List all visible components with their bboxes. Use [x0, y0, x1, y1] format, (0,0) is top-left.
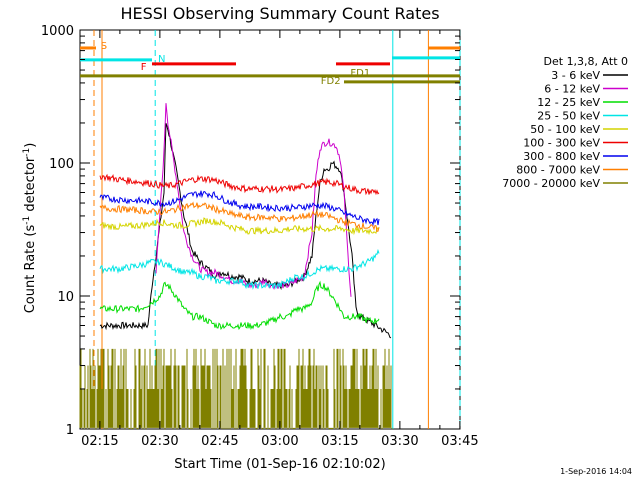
y-label-sup2: -1: [22, 148, 32, 157]
flag-label: S: [101, 41, 107, 52]
series-line: [99, 248, 380, 290]
y-label-part1: Count Rate (s: [23, 225, 38, 314]
x-tick-label: 03:30: [381, 434, 418, 449]
series-line: [99, 173, 380, 196]
y-ticks: 1 10 100 1000: [41, 24, 460, 438]
legend-label: 12 - 25 keV: [537, 96, 600, 109]
x-axis-label: Start Time (01-Sep-16 02:10:02): [174, 457, 385, 472]
chart-title: HESSI Observing Summary Count Rates: [120, 4, 439, 23]
flag-label: N: [158, 54, 165, 65]
y-label-part2: detector: [23, 156, 38, 216]
legend-label: 300 - 800 keV: [523, 150, 600, 163]
x-ticks: 02:15 02:30 02:45 03:00 03:15 03:30 03:45: [81, 30, 479, 449]
legend-label: 6 - 12 keV: [544, 83, 600, 96]
x-tick-label: 03:00: [261, 434, 298, 449]
series-line: [79, 348, 393, 429]
series-line: [99, 201, 380, 232]
y-tick-label: 100: [49, 157, 74, 172]
series-line: [99, 190, 380, 227]
x-tick-label: 02:30: [141, 434, 178, 449]
legend-label: 800 - 7000 keV: [516, 164, 600, 177]
flag-bars: S NF FD1 FD2: [80, 41, 460, 87]
series-group: [79, 103, 393, 429]
legend-label: 7000 - 20000 keV: [502, 177, 600, 190]
series-line: [99, 217, 380, 236]
flag-label: F: [141, 62, 147, 73]
y-label-sup1: -1: [22, 216, 32, 225]
x-tick-label: 02:15: [81, 434, 118, 449]
plot-frame: [79, 29, 461, 430]
timestamp: 1-Sep-2016 14:04: [560, 467, 632, 476]
x-tick-label: 02:45: [201, 434, 238, 449]
y-tick-label: 1: [66, 423, 74, 438]
legend-label: 25 - 50 keV: [537, 110, 600, 123]
legend-header: Det 1,3,8, Att 0: [544, 55, 628, 68]
legend-label: 3 - 6 keV: [551, 69, 600, 82]
legend-label: 50 - 100 keV: [530, 123, 600, 136]
series-line: [99, 280, 380, 331]
flag-label: FD1: [350, 68, 370, 79]
x-tick-label: 03:15: [321, 434, 358, 449]
y-tick-label: 1000: [41, 24, 74, 39]
period-lines: [93, 30, 461, 429]
legend-label: 100 - 300 keV: [523, 137, 600, 150]
plot-border: [79, 29, 461, 430]
x-tick-label: 03:45: [441, 434, 478, 449]
y-tick-label: 10: [57, 290, 74, 305]
y-label-part3: ): [23, 143, 38, 148]
flag-label: FD2: [321, 76, 341, 87]
y-axis-label: Count Rate (s-1 detector-1): [22, 143, 38, 314]
